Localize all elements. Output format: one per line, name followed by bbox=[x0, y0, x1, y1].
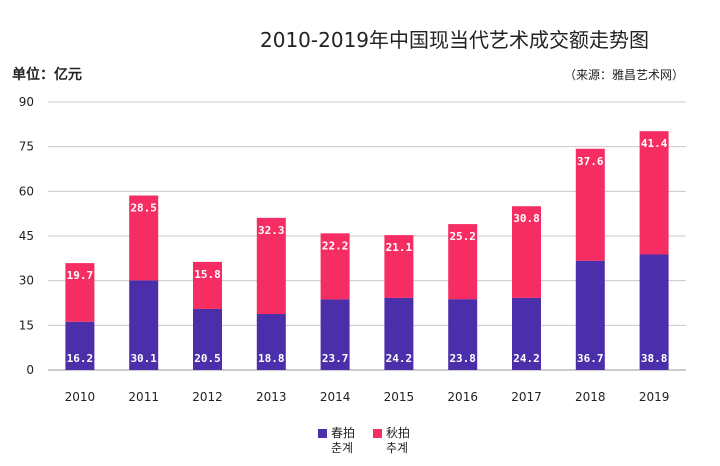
data-label-spring: 23.8 bbox=[449, 352, 476, 365]
y-tick-label: 60 bbox=[19, 184, 34, 198]
bar-autumn bbox=[65, 263, 95, 322]
bar-spring bbox=[256, 314, 286, 370]
data-label-spring: 23.7 bbox=[322, 352, 349, 365]
chart-title: 2010-2019年中国现当代艺术成交额走势图 bbox=[260, 28, 650, 52]
y-tick-label: 90 bbox=[19, 95, 34, 109]
bar-autumn bbox=[193, 261, 222, 309]
bar-spring bbox=[448, 299, 478, 370]
bar-autumn bbox=[384, 235, 414, 298]
bar-autumn bbox=[639, 131, 669, 255]
legend-label-spring: 春拍 bbox=[331, 426, 356, 440]
bar-autumn bbox=[512, 206, 541, 298]
x-tick-label: 2010 bbox=[65, 390, 96, 404]
data-label-autumn: 25.2 bbox=[449, 230, 476, 243]
legend-label-spring-sub: 춘계 bbox=[331, 441, 354, 455]
y-tick-label: 45 bbox=[19, 229, 34, 243]
data-label-spring: 30.1 bbox=[130, 352, 157, 365]
legend-item-spring: 春拍 춘계 bbox=[318, 426, 355, 456]
data-label-autumn: 21.1 bbox=[386, 241, 413, 254]
x-tick-label: 2015 bbox=[384, 390, 415, 404]
data-label-spring: 20.5 bbox=[194, 352, 221, 365]
data-label-autumn: 41.4 bbox=[641, 137, 668, 150]
x-tick-label: 2011 bbox=[128, 390, 159, 404]
data-label-autumn: 22.2 bbox=[322, 239, 349, 252]
data-label-autumn: 15.8 bbox=[194, 268, 221, 281]
y-tick-label: 75 bbox=[19, 140, 34, 154]
y-tick-label: 15 bbox=[19, 318, 34, 332]
x-tick-label: 2019 bbox=[639, 390, 670, 404]
data-label-autumn: 19.7 bbox=[67, 269, 94, 282]
legend-swatch-autumn bbox=[373, 429, 383, 438]
x-tick-label: 2016 bbox=[447, 390, 478, 404]
legend: 春拍 춘계 秋拍 추계 bbox=[318, 426, 410, 456]
bar-autumn bbox=[575, 148, 605, 261]
x-tick-label: 2013 bbox=[256, 390, 287, 404]
x-tick-label: 2014 bbox=[320, 390, 351, 404]
data-label-spring: 38.8 bbox=[641, 352, 668, 365]
data-label-autumn: 28.5 bbox=[130, 202, 157, 215]
data-label-spring: 18.8 bbox=[258, 352, 285, 365]
legend-swatch-spring bbox=[318, 429, 327, 438]
data-label-spring: 24.2 bbox=[386, 352, 413, 365]
data-label-autumn: 32.3 bbox=[258, 224, 285, 237]
legend-item-autumn: 秋拍 추계 bbox=[373, 426, 410, 456]
bar-spring bbox=[384, 297, 414, 370]
bar-autumn bbox=[256, 217, 286, 315]
legend-label-autumn: 秋拍 bbox=[386, 426, 411, 440]
bar-spring bbox=[320, 299, 350, 370]
unit-label: 单位：亿元 bbox=[12, 67, 82, 83]
x-tick-label: 2017 bbox=[511, 390, 542, 404]
y-tick-label: 30 bbox=[19, 274, 34, 288]
data-label-spring: 36.7 bbox=[577, 352, 604, 365]
source-label: （来源：雅昌艺术网） bbox=[563, 68, 684, 82]
bar-spring bbox=[639, 254, 669, 370]
data-label-autumn: 30.8 bbox=[513, 212, 540, 225]
bar-spring bbox=[65, 321, 95, 370]
data-label-spring: 16.2 bbox=[67, 352, 94, 365]
x-tick-label: 2018 bbox=[575, 390, 606, 404]
bar-spring bbox=[575, 260, 605, 370]
bar-spring bbox=[512, 297, 541, 370]
bar-autumn bbox=[448, 224, 478, 300]
bar-autumn bbox=[129, 195, 159, 281]
data-label-autumn: 37.6 bbox=[577, 155, 604, 168]
y-tick-label: 0 bbox=[26, 363, 34, 377]
bar-spring bbox=[129, 280, 159, 370]
x-tick-label: 2012 bbox=[192, 390, 223, 404]
bar-autumn bbox=[320, 233, 350, 300]
legend-label-autumn-sub: 추계 bbox=[386, 441, 409, 455]
data-label-spring: 24.2 bbox=[513, 352, 540, 365]
bar-spring bbox=[193, 308, 222, 370]
